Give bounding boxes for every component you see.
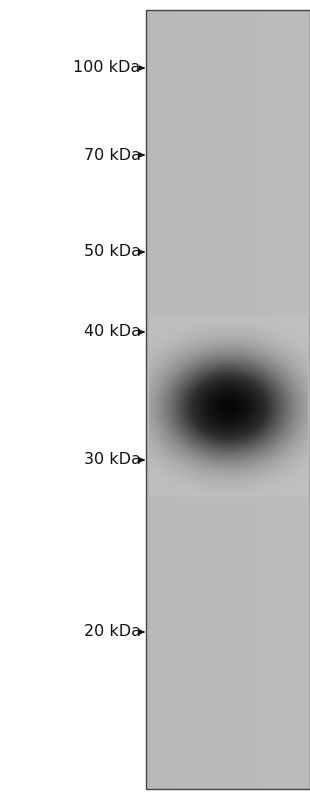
Text: 20 kDa: 20 kDa	[84, 625, 141, 639]
Bar	[146, 10, 310, 789]
Text: 70 kDa: 70 kDa	[84, 148, 141, 162]
Text: .ptglab: .ptglab	[207, 578, 232, 622]
Text: 50 kDa: 50 kDa	[84, 244, 141, 260]
Text: 40 kDa: 40 kDa	[84, 324, 141, 340]
Text: 100 kDa: 100 kDa	[73, 61, 141, 75]
Text: .com: .com	[215, 705, 236, 736]
Text: www.: www.	[189, 133, 211, 167]
Text: .com: .com	[199, 455, 221, 486]
Text: 30 kDa: 30 kDa	[84, 452, 141, 467]
Text: www.: www.	[204, 433, 226, 467]
Text: .ptglab: .ptglab	[193, 288, 218, 332]
